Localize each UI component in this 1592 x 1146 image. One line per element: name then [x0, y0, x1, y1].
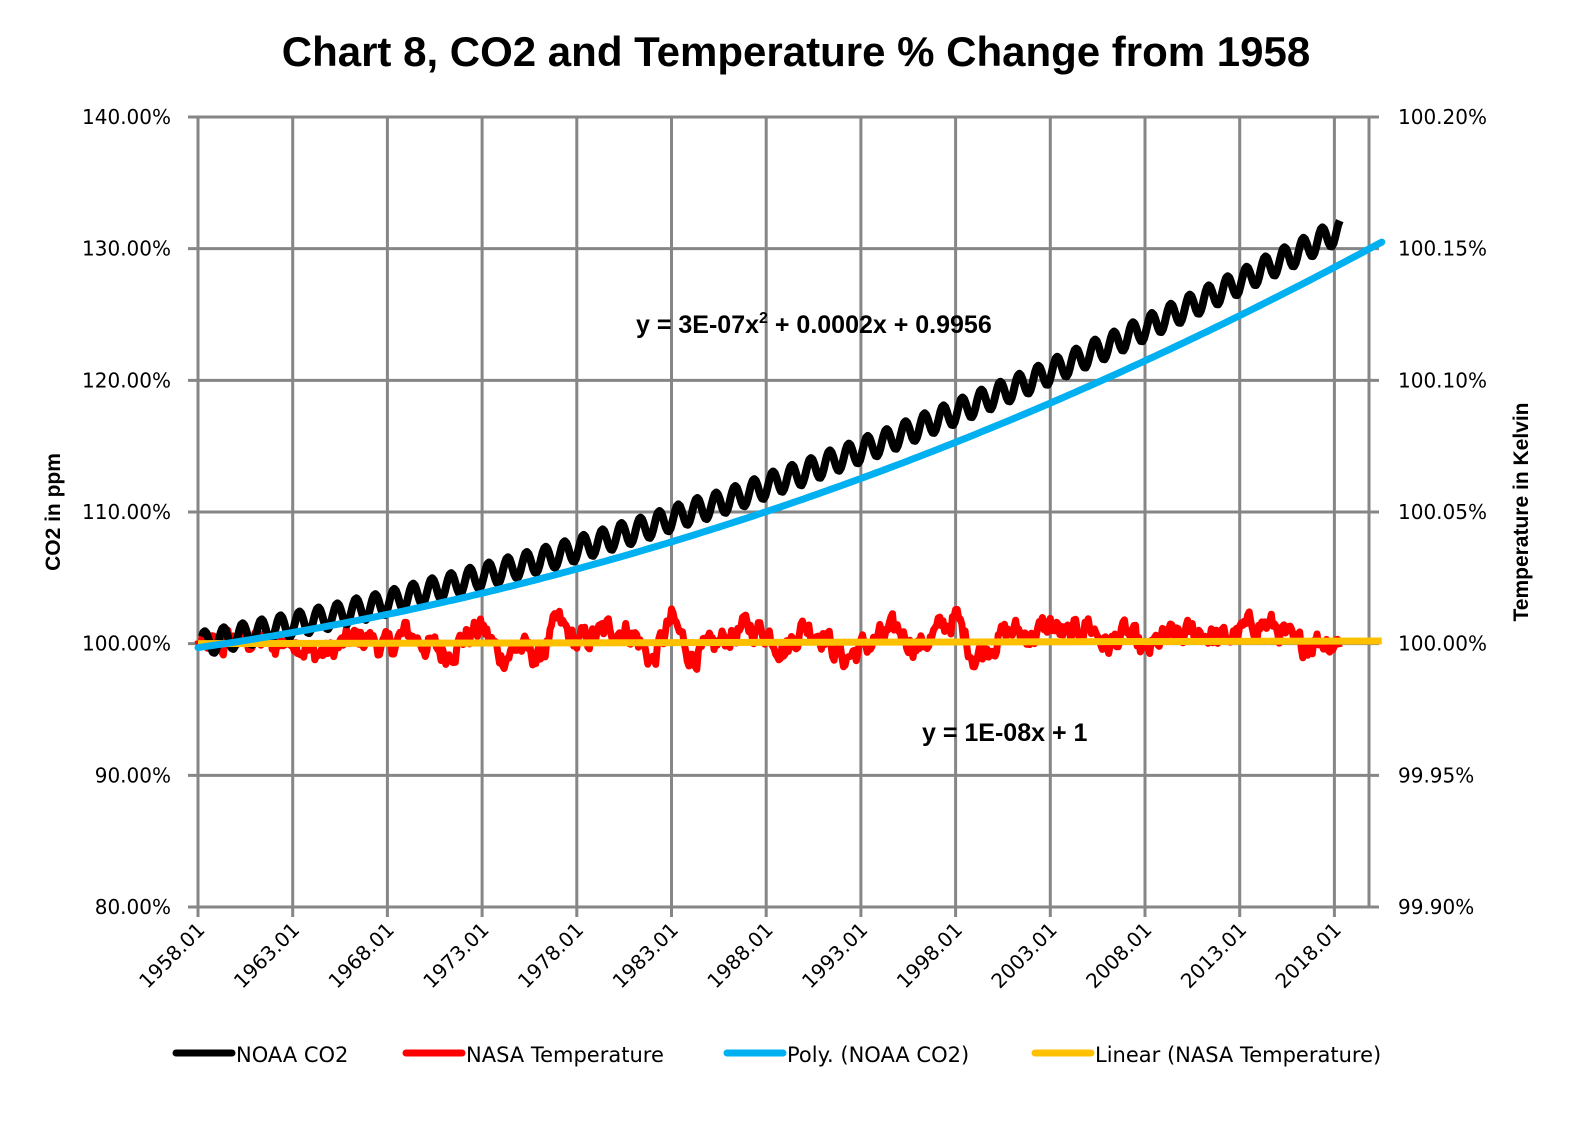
left-axis-title: CO2 in ppm — [42, 453, 65, 571]
series-layer — [194, 219, 1386, 673]
left-tick-label: 80.00% — [95, 895, 171, 919]
poly-equation-label: y = 3E-07x2 + 0.0002x + 0.9956 — [636, 310, 992, 339]
x-tick-label: 1983.01 — [608, 918, 683, 993]
legend-item: NASA Temperature — [402, 1043, 664, 1067]
x-tick-label: 1988.01 — [702, 918, 777, 993]
x-tick-label: 2003.01 — [986, 918, 1061, 993]
annotations: y = 3E-07x2 + 0.0002x + 0.9956 y = 1E-08x… — [636, 310, 1088, 747]
x-tick-label: 1963.01 — [229, 918, 304, 993]
left-tick-label: 120.00% — [82, 368, 171, 392]
left-tick-label: 140.00% — [82, 105, 171, 129]
right-axis-title: Temperature in Kelvin — [1510, 402, 1533, 621]
x-tick-label: 1968.01 — [323, 918, 398, 993]
linear-equation-label: y = 1E-08x + 1 — [922, 719, 1088, 747]
x-axis: 1958.01 1963.01 1968.01 1973.01 1978.01 1983.… — [134, 918, 1346, 993]
legend-label: NOAA CO2 — [236, 1043, 348, 1067]
legend-item: Poly. (NOAA CO2) — [723, 1043, 969, 1067]
x-tick-label: 1958.01 — [134, 918, 209, 993]
legend: NOAA CO2 NASA Temperature Poly. (NOAA CO2)… — [172, 1043, 1381, 1067]
chart-title: Chart 8, CO2 and Temperature % Change fr… — [282, 28, 1311, 75]
right-tick-label: 100.10% — [1398, 368, 1487, 392]
trendline-poly-co2 — [194, 238, 1386, 652]
legend-item: NOAA CO2 — [172, 1043, 348, 1067]
series-noaa-co2 — [198, 219, 1344, 657]
x-tick-label: 1998.01 — [892, 918, 967, 993]
x-tick-label: 1978.01 — [513, 918, 588, 993]
legend-label: Poly. (NOAA CO2) — [787, 1043, 969, 1067]
right-tick-label: 100.00% — [1398, 632, 1487, 656]
right-tick-label: 100.20% — [1398, 105, 1487, 129]
left-y-axis: 80.00% 90.00% 100.00% 110.00% 120.00% 130.00%… — [82, 105, 171, 919]
right-tick-label: 99.90% — [1398, 895, 1474, 919]
legend-item: Linear (NASA Temperature) — [1031, 1043, 1381, 1067]
legend-label: NASA Temperature — [466, 1043, 664, 1067]
x-tick-label: 2018.01 — [1270, 918, 1345, 993]
trendline-linear-temperature — [197, 637, 1382, 648]
left-tick-label: 130.00% — [82, 237, 171, 261]
series-nasa-temperature — [194, 605, 1343, 673]
right-tick-label: 100.15% — [1398, 237, 1487, 261]
left-tick-label: 110.00% — [82, 500, 171, 524]
x-tick-label: 1993.01 — [797, 918, 872, 993]
left-tick-label: 100.00% — [82, 632, 171, 656]
x-tick-label: 2013.01 — [1176, 918, 1251, 993]
legend-label: Linear (NASA Temperature) — [1095, 1043, 1381, 1067]
right-tick-label: 99.95% — [1398, 763, 1474, 787]
gridlines — [188, 115, 1379, 917]
right-tick-label: 100.05% — [1398, 500, 1487, 524]
x-tick-label: 2008.01 — [1081, 918, 1156, 993]
left-tick-label: 90.00% — [95, 763, 171, 787]
x-tick-label: 1973.01 — [418, 918, 493, 993]
right-y-axis: 99.90% 99.95% 100.00% 100.05% 100.10% 100.15%… — [1398, 105, 1487, 919]
